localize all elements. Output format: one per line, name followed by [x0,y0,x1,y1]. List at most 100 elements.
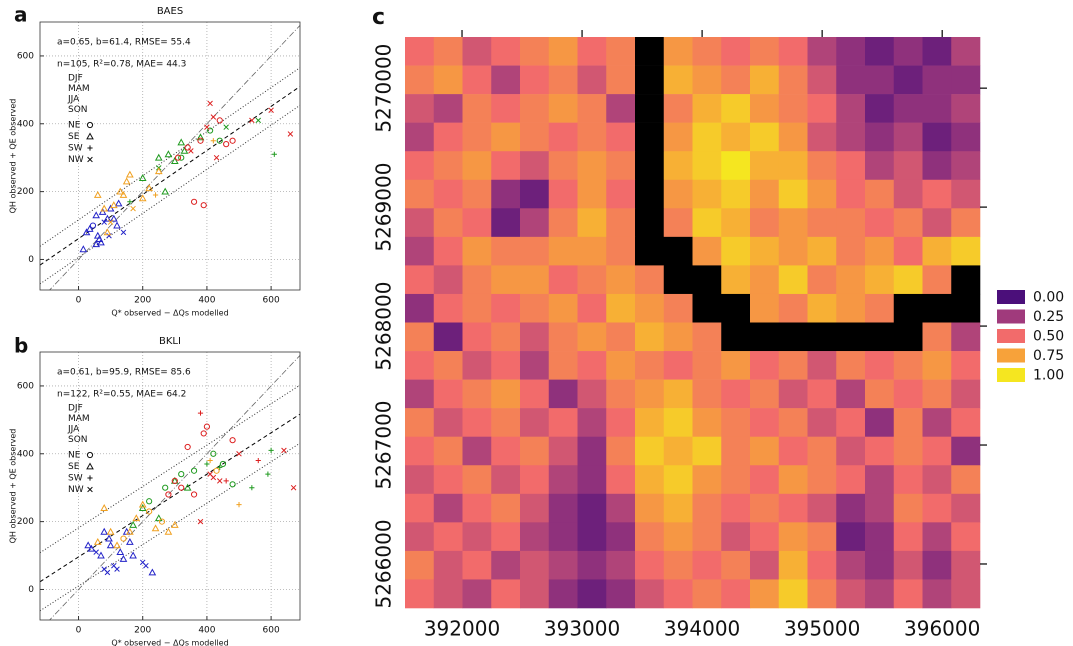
cell [405,408,435,437]
point [126,527,134,535]
cell [405,65,435,95]
cell [807,122,837,152]
cell [922,94,952,123]
cell [491,579,521,609]
x-tick-label: 0 [76,296,82,306]
cell [635,408,665,437]
cell [721,436,751,466]
cell [893,465,923,495]
legend-label: MAM [68,84,90,94]
cell [721,408,751,437]
cell [778,493,808,523]
cell [951,579,981,609]
cell [721,379,751,409]
point [207,127,214,134]
y-tick-label: 5268000 [372,282,396,371]
point [106,204,115,212]
cell [778,179,808,209]
cell [548,265,578,295]
point [87,156,93,163]
cell [865,493,895,523]
point [200,202,207,209]
point [161,187,170,195]
point [165,491,172,498]
nodata-cell [750,322,780,352]
cell [721,579,751,609]
nodata-cell [692,265,722,295]
cell [606,522,636,552]
cell [635,579,665,609]
legend-label: NE [68,121,81,131]
cell [893,379,923,409]
point [265,471,271,477]
cell [922,465,952,495]
cell [721,351,751,380]
point [104,569,111,576]
stats-text: a=0.65, b=61.4, RMSE= 55.4 [57,38,191,48]
cell [692,65,722,95]
cell [778,37,808,66]
y-tick-label: 600 [17,381,34,391]
cell [836,265,866,295]
cell [807,522,837,552]
cell [922,493,952,523]
cell [491,208,521,238]
cell [606,493,636,523]
cell [405,579,435,609]
point [87,145,93,151]
cell [750,179,780,209]
point [127,199,133,205]
cell [606,351,636,380]
cell [807,465,837,495]
legend-label: NE [68,451,81,461]
cell [635,493,665,523]
cell [548,208,578,238]
point [113,221,121,229]
cell [663,322,693,352]
cell [548,151,578,181]
colorbar-label: 0.00 [1033,290,1064,306]
plot-area [40,22,300,290]
cell [922,436,952,466]
cell [893,122,923,152]
cell [663,522,693,552]
point [138,174,147,181]
cell [692,236,722,266]
cell [836,351,866,380]
point [229,481,236,488]
cell [548,351,578,380]
point [170,157,179,164]
cell [433,94,463,123]
panel-label: a [14,3,28,27]
cell [836,550,866,580]
cell [520,265,550,295]
point [106,541,115,549]
cell [692,122,722,152]
cell [807,179,837,209]
cell [405,179,435,209]
cell [606,236,636,266]
cell [893,493,923,523]
cell [405,493,435,523]
cell [721,37,751,66]
y-tick-label: 0 [28,255,34,265]
stats-text: n=105, R²=0.78, MAE= 44.3 [57,60,186,70]
cell [491,493,521,523]
cell [922,522,952,552]
cell [750,151,780,181]
cell [807,408,837,437]
cell [491,179,521,209]
cell [405,522,435,552]
plot-frame [39,21,301,291]
cell [433,436,463,466]
point [268,447,274,453]
point [216,117,223,124]
point [200,430,207,437]
cell [548,94,578,123]
point [126,537,134,545]
cell [663,94,693,123]
fit-line [40,413,300,583]
cell [462,322,492,352]
cell [635,379,665,409]
cell [433,579,463,609]
